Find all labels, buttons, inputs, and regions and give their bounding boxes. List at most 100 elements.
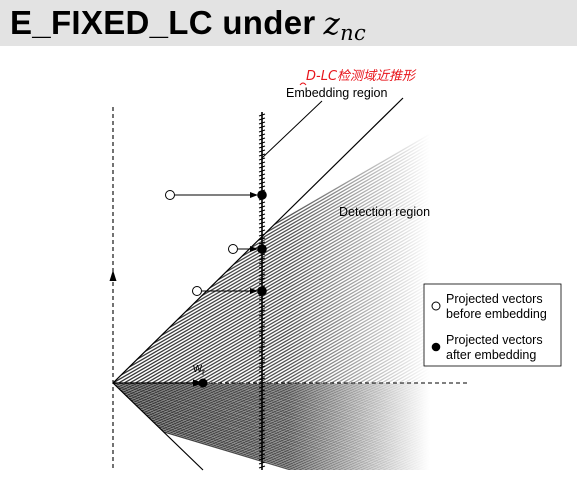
embedding-tick <box>258 309 266 313</box>
hatch-line <box>252 80 432 384</box>
embedding-tick <box>258 165 266 169</box>
embedding-tick <box>258 161 266 165</box>
hatch-line <box>113 382 386 470</box>
embedding-tick <box>258 413 266 417</box>
embedding-tick <box>258 365 266 369</box>
hatch-line <box>488 383 577 473</box>
hatch-line <box>113 382 380 470</box>
hatch-line <box>185 382 432 470</box>
embedding-tick <box>258 153 266 157</box>
embedding-tick <box>258 221 266 225</box>
hatch-line <box>113 382 408 470</box>
vector-pair-2 <box>228 244 267 254</box>
title-bar: E_FIXED_LC under znc <box>0 0 577 46</box>
hatch-line <box>113 382 358 470</box>
embedding-tick <box>258 329 266 333</box>
hatch-line <box>275 80 432 384</box>
hatch-line <box>370 382 432 470</box>
hatch-line <box>118 80 432 384</box>
hatch-line <box>241 382 432 470</box>
hatch-line <box>140 382 432 470</box>
embedding-tick <box>258 321 266 325</box>
embedding-tick <box>258 401 266 405</box>
embedding-tick <box>258 177 266 181</box>
embedding-tick <box>258 253 266 257</box>
hatch-line <box>499 383 577 473</box>
hatch-line <box>364 382 432 470</box>
hatch-line <box>466 383 577 473</box>
embedding-tick <box>258 237 266 241</box>
legend-filled-line1: Projected vectors <box>446 333 543 347</box>
hatch-line <box>113 382 402 470</box>
hatch-line <box>314 80 432 384</box>
hatch-line <box>426 382 432 470</box>
hatch-line <box>129 382 430 470</box>
legend: Projected vectors before embedding Proje… <box>423 283 562 367</box>
hatch-line <box>359 382 432 470</box>
handwritten-underline <box>299 82 307 86</box>
hatch-line <box>113 382 341 470</box>
embedding-tick <box>258 337 266 341</box>
embedding-tick <box>258 181 266 185</box>
hatch-line <box>247 382 432 470</box>
vertical-axis-arrow <box>109 270 117 281</box>
hatch-line <box>550 383 577 473</box>
hatch-line <box>297 382 432 470</box>
cone-lower-boundary <box>112 382 204 471</box>
embedding-tick <box>258 325 266 329</box>
hatch-line <box>174 382 432 470</box>
hatch-line <box>291 80 432 384</box>
embedding-tick <box>258 373 266 377</box>
embedding-tick <box>258 117 266 121</box>
embedding-tick <box>258 225 266 229</box>
hatch-line <box>303 80 432 384</box>
hatch-line <box>180 382 432 470</box>
hatch-line <box>202 382 432 470</box>
embedding-tick <box>258 265 266 269</box>
filled-vector-1 <box>257 190 267 200</box>
embedding-tick <box>258 201 266 205</box>
hatch-line <box>191 382 432 470</box>
embedding-tick <box>258 425 266 429</box>
hatch-line <box>113 382 352 470</box>
hatch-line <box>342 382 432 470</box>
embedding-tick <box>258 377 266 381</box>
embedding-tick <box>258 341 266 345</box>
hatch-line <box>140 80 432 384</box>
hatch-line <box>146 80 432 384</box>
embedding-tick <box>258 113 266 117</box>
hatch-line <box>460 383 577 473</box>
hatch-line <box>280 80 432 384</box>
hatch-line <box>185 80 432 384</box>
embedding-tick <box>258 217 266 221</box>
embedding-tick <box>258 357 266 361</box>
embedding-tick <box>258 185 266 189</box>
hatch-line <box>483 383 577 473</box>
embedding-tick <box>258 213 266 217</box>
hatch-line <box>163 80 432 384</box>
hatch-line <box>113 382 414 470</box>
hatch-line <box>292 382 432 470</box>
hatch-line <box>308 382 432 470</box>
hatch-line <box>113 382 330 470</box>
hatch-line <box>376 382 432 470</box>
hatch-line <box>123 80 432 384</box>
embedding-tick <box>258 129 266 133</box>
filled-vector-2 <box>257 244 267 254</box>
hatch-line <box>567 81 577 383</box>
hatch-line <box>263 80 432 384</box>
hatch-line <box>432 383 577 473</box>
hatch-line <box>314 382 432 470</box>
hatch-line <box>113 80 432 384</box>
cone-upper-boundary <box>112 97 404 384</box>
hatch-line <box>252 382 432 470</box>
legend-open-line1: Projected vectors <box>446 292 543 306</box>
hatch-line <box>230 80 432 384</box>
embedding-tick <box>258 229 266 233</box>
hatch-line <box>113 382 324 470</box>
open-vector-2 <box>228 244 238 254</box>
legend-open-line2: before embedding <box>446 307 547 321</box>
embedding-tick <box>258 449 266 453</box>
hatch-line <box>151 80 432 384</box>
